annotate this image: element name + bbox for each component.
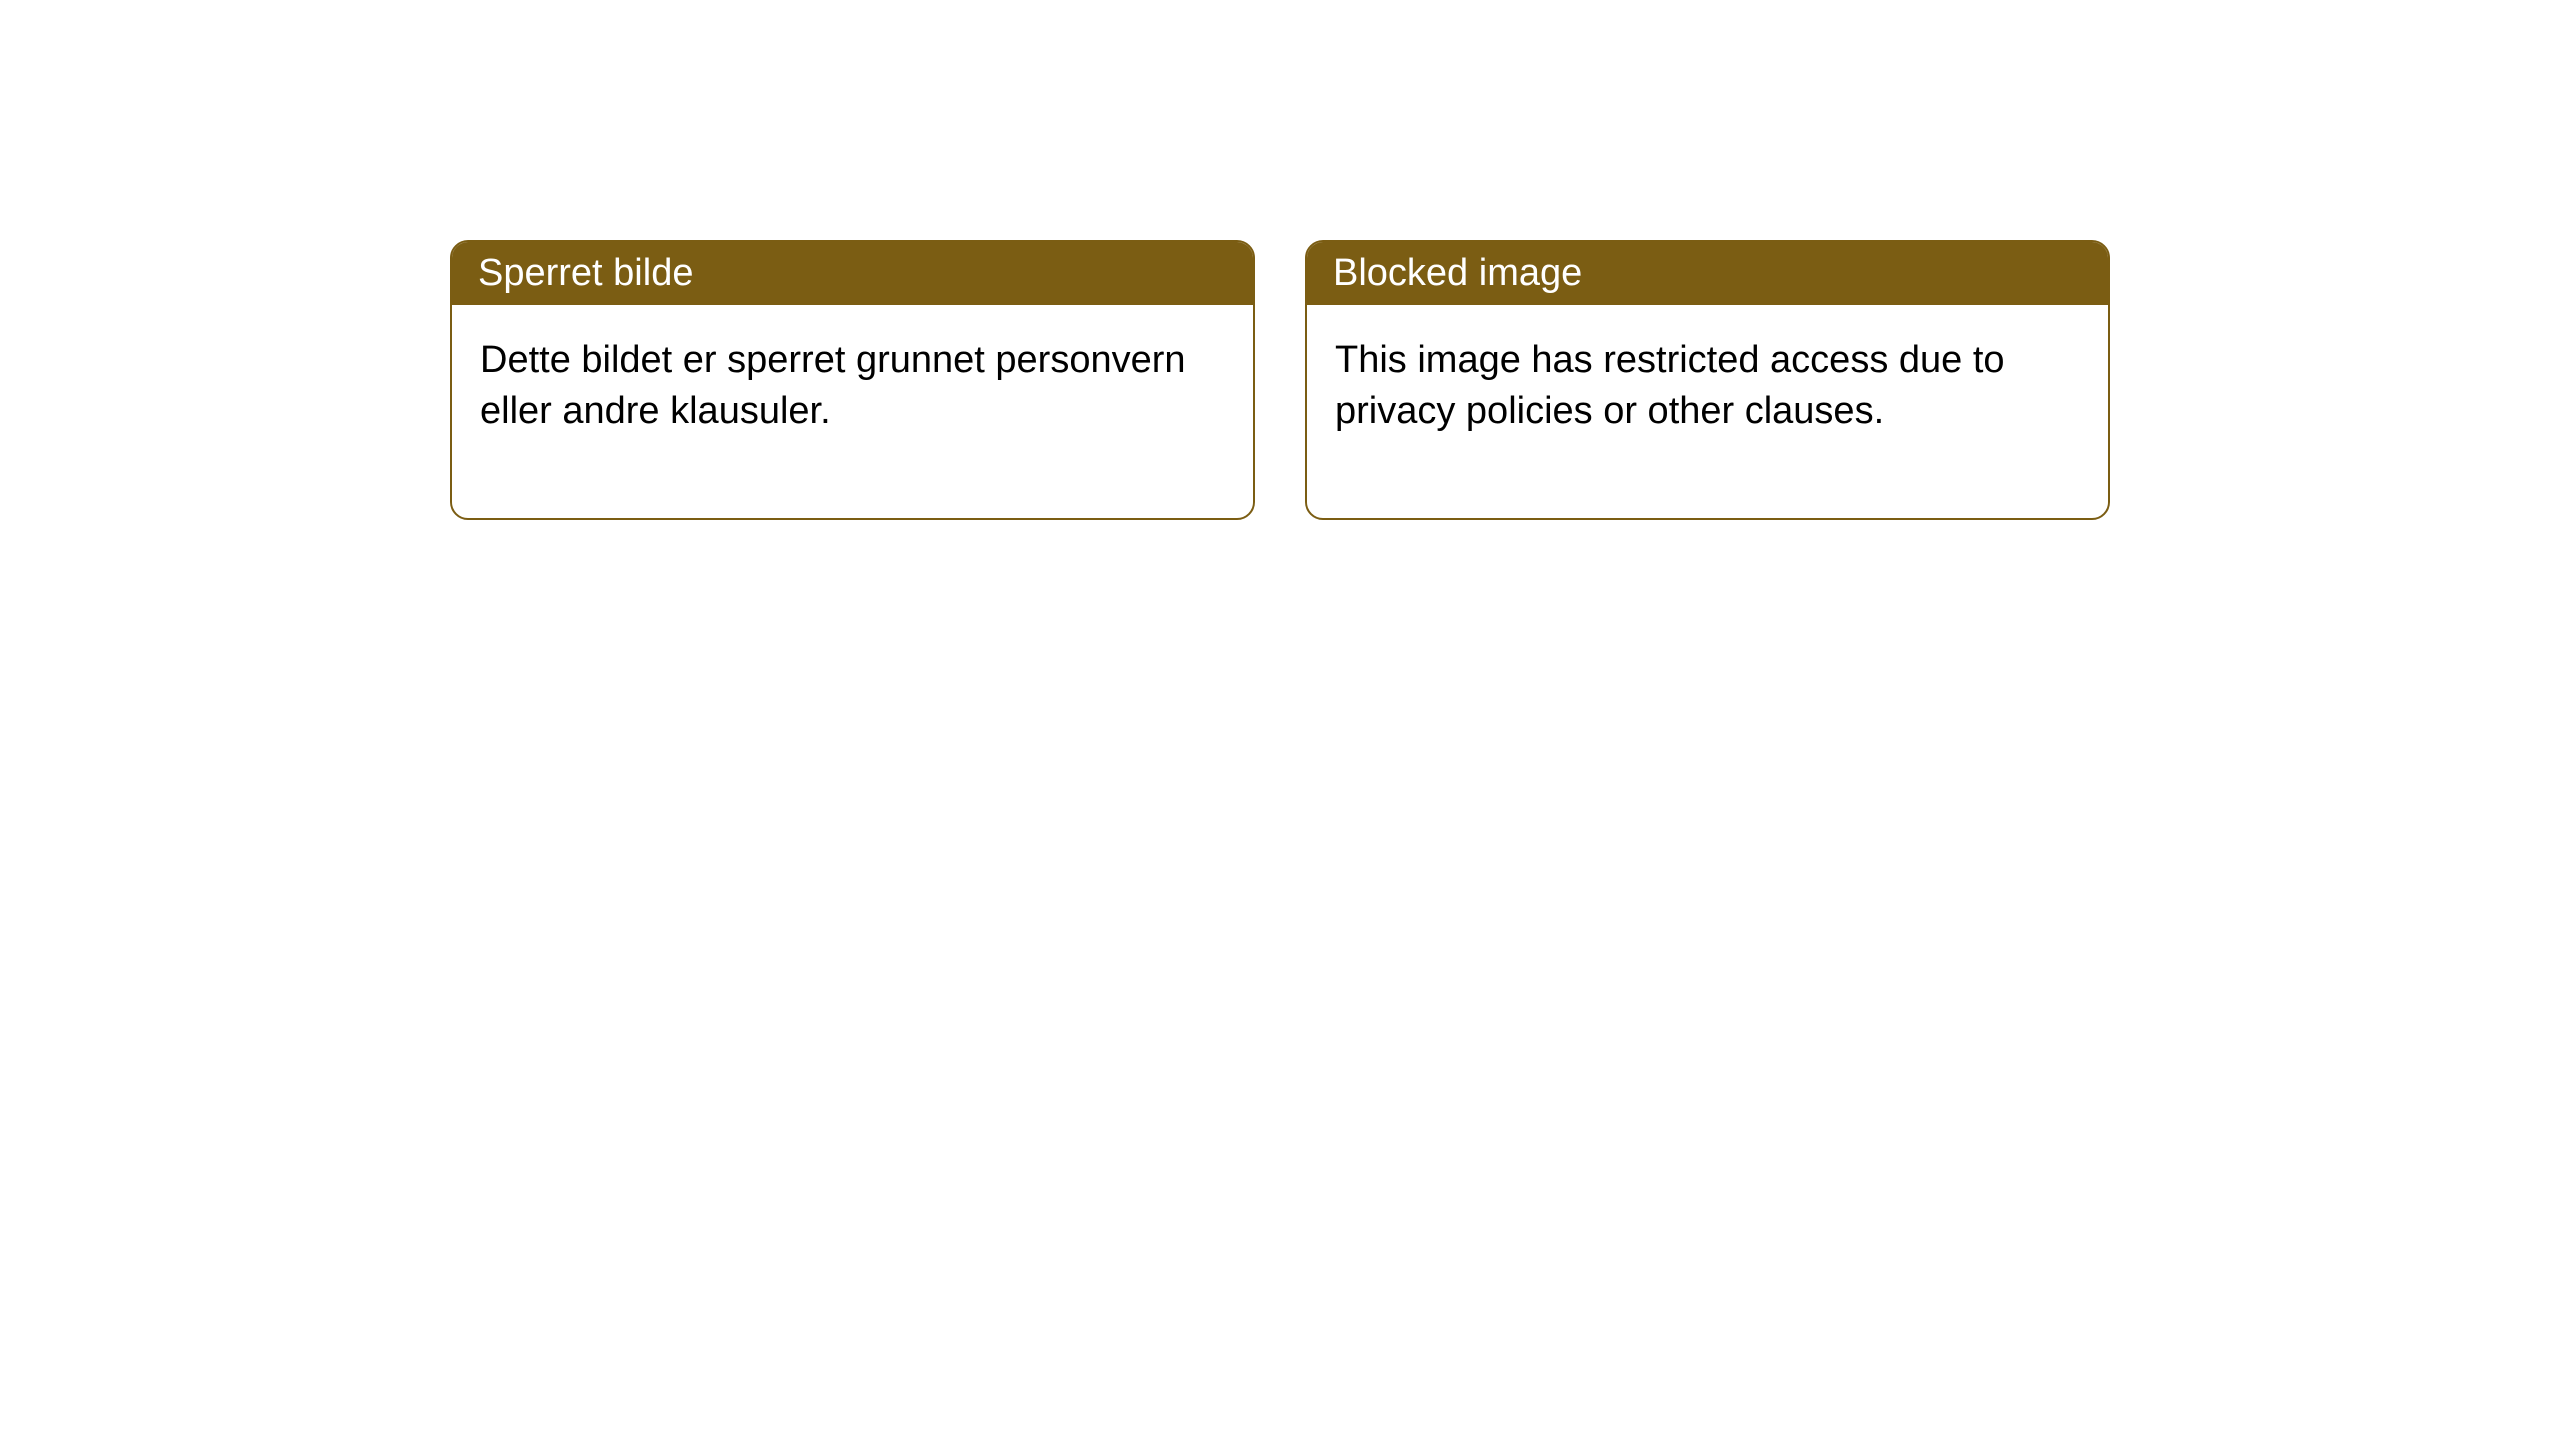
card-title: Sperret bilde xyxy=(478,252,693,294)
card-header: Sperret bilde xyxy=(452,242,1253,305)
card-body-text: Dette bildet er sperret grunnet personve… xyxy=(480,339,1186,432)
card-title: Blocked image xyxy=(1333,252,1582,294)
card-body: This image has restricted access due to … xyxy=(1307,305,2108,518)
card-body-text: This image has restricted access due to … xyxy=(1335,339,2005,432)
notice-container: Sperret bilde Dette bildet er sperret gr… xyxy=(0,0,2560,520)
card-body: Dette bildet er sperret grunnet personve… xyxy=(452,305,1253,518)
notice-card-english: Blocked image This image has restricted … xyxy=(1305,240,2110,520)
card-header: Blocked image xyxy=(1307,242,2108,305)
notice-card-norwegian: Sperret bilde Dette bildet er sperret gr… xyxy=(450,240,1255,520)
